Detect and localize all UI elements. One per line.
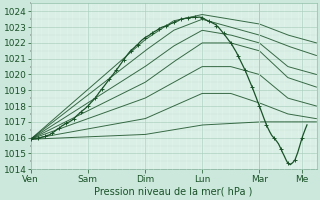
X-axis label: Pression niveau de la mer( hPa ): Pression niveau de la mer( hPa ) (94, 187, 253, 197)
